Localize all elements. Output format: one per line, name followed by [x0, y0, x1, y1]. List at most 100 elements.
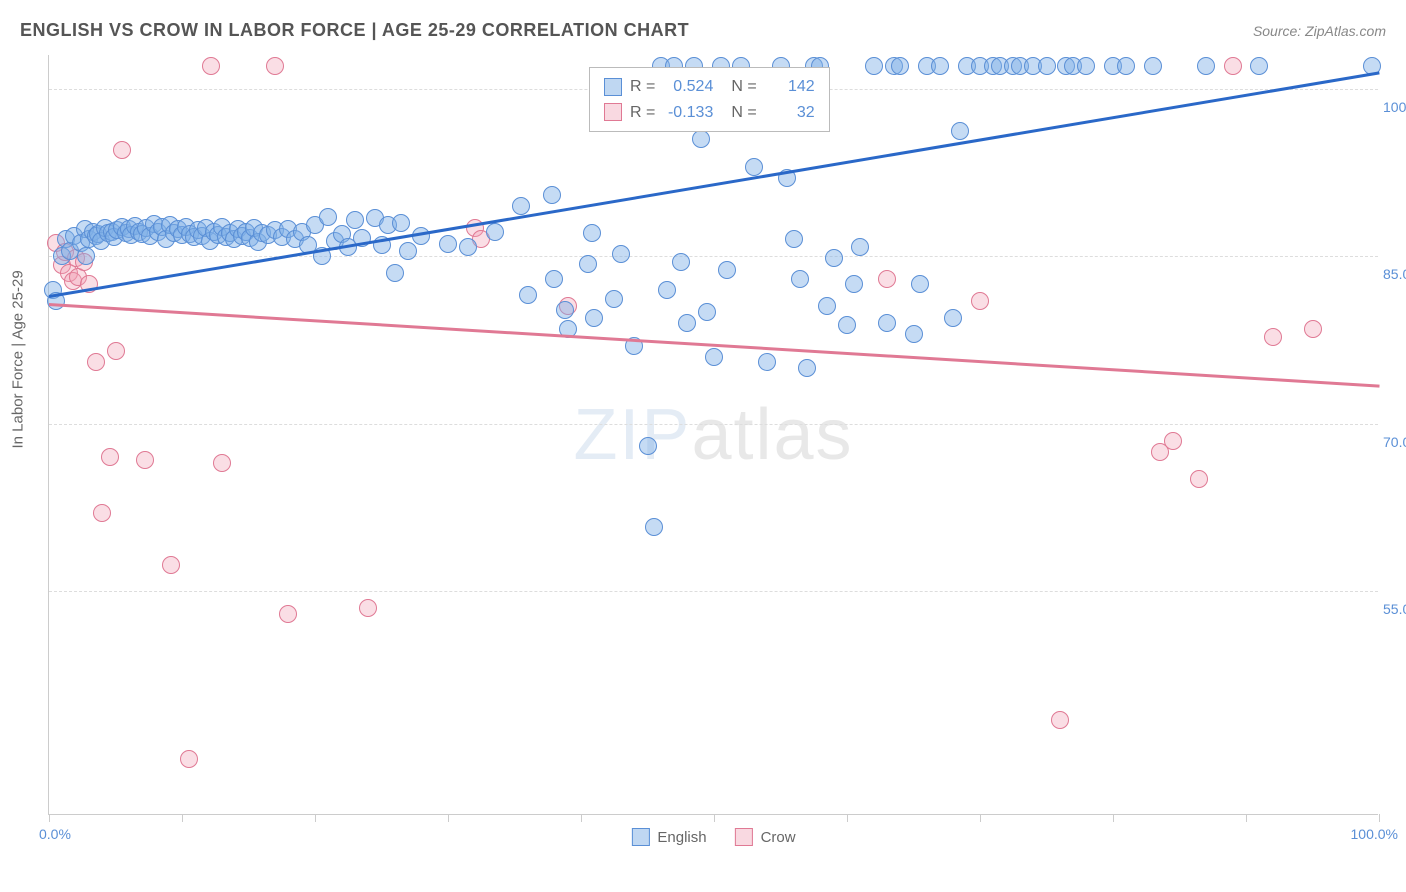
data-point-english: [386, 264, 404, 282]
correlation-legend: R =0.524N =142R =-0.133N =32: [589, 67, 830, 132]
scatter-chart: ZIPatlas 55.0%70.0%85.0%100.0%0.0%100.0%…: [48, 55, 1378, 815]
x-tick-mark: [49, 814, 50, 822]
data-point-english: [579, 255, 597, 273]
data-point-english: [718, 261, 736, 279]
y-tick-label: 85.0%: [1383, 266, 1406, 282]
data-point-english: [951, 122, 969, 140]
legend-label: Crow: [761, 829, 796, 846]
r-value: 0.524: [663, 74, 713, 100]
legend-item-crow: Crow: [735, 828, 796, 846]
data-point-english: [944, 309, 962, 327]
data-point-crow: [971, 292, 989, 310]
x-tick-mark: [1379, 814, 1380, 822]
data-point-english: [878, 314, 896, 332]
x-tick-mark: [980, 814, 981, 822]
n-label: N =: [731, 74, 756, 100]
data-point-english: [672, 253, 690, 271]
data-point-english: [798, 359, 816, 377]
legend-swatch-english: [631, 828, 649, 846]
data-point-english: [639, 437, 657, 455]
x-tick-mark: [714, 814, 715, 822]
data-point-english: [519, 286, 537, 304]
data-point-crow: [359, 599, 377, 617]
data-point-english: [77, 247, 95, 265]
x-tick-mark: [448, 814, 449, 822]
data-point-crow: [266, 57, 284, 75]
data-point-english: [1144, 57, 1162, 75]
y-tick-label: 70.0%: [1383, 434, 1406, 450]
n-label: N =: [731, 100, 756, 126]
data-point-english: [319, 208, 337, 226]
legend-item-english: English: [631, 828, 706, 846]
data-point-english: [785, 230, 803, 248]
data-point-english: [486, 223, 504, 241]
data-point-english: [1077, 57, 1095, 75]
data-point-english: [678, 314, 696, 332]
data-point-english: [392, 214, 410, 232]
data-point-english: [512, 197, 530, 215]
data-point-english: [439, 235, 457, 253]
data-point-english: [845, 275, 863, 293]
data-point-crow: [162, 556, 180, 574]
data-point-english: [645, 518, 663, 536]
data-point-crow: [1051, 711, 1069, 729]
data-point-crow: [101, 448, 119, 466]
legend-row-crow: R = -0.133 N = 32: [604, 100, 815, 126]
x-tick-mark: [182, 814, 183, 822]
r-value: -0.133: [663, 100, 713, 126]
chart-header: ENGLISH VS CROW IN LABOR FORCE | AGE 25-…: [20, 20, 1386, 41]
data-point-english: [692, 130, 710, 148]
data-point-english: [346, 211, 364, 229]
data-point-crow: [1164, 432, 1182, 450]
data-point-english: [851, 238, 869, 256]
data-point-english: [865, 57, 883, 75]
data-point-english: [825, 249, 843, 267]
r-label: R =: [630, 100, 655, 126]
legend-label: English: [657, 829, 706, 846]
x-tick-mark: [315, 814, 316, 822]
data-point-crow: [113, 141, 131, 159]
data-point-crow: [878, 270, 896, 288]
data-point-english: [818, 297, 836, 315]
gridline-horizontal: [49, 424, 1378, 425]
data-point-crow: [1264, 328, 1282, 346]
data-point-english: [1197, 57, 1215, 75]
data-point-english: [605, 290, 623, 308]
data-point-crow: [180, 750, 198, 768]
data-point-english: [705, 348, 723, 366]
data-point-english: [698, 303, 716, 321]
data-point-english: [583, 224, 601, 242]
series-legend: English Crow: [631, 828, 795, 846]
data-point-crow: [279, 605, 297, 623]
legend-swatch-crow: [604, 103, 622, 121]
n-value: 32: [765, 100, 815, 126]
data-point-english: [905, 325, 923, 343]
legend-swatch-crow: [735, 828, 753, 846]
x-tick-mark: [847, 814, 848, 822]
data-point-english: [745, 158, 763, 176]
data-point-crow: [1304, 320, 1322, 338]
legend-row-english: R =0.524N =142: [604, 74, 815, 100]
x-tick-label: 0.0%: [39, 826, 71, 842]
data-point-english: [612, 245, 630, 263]
data-point-english: [459, 238, 477, 256]
data-point-crow: [1190, 470, 1208, 488]
x-tick-mark: [581, 814, 582, 822]
chart-title: ENGLISH VS CROW IN LABOR FORCE | AGE 25-…: [20, 20, 689, 41]
data-point-english: [556, 301, 574, 319]
data-point-english: [791, 270, 809, 288]
watermark-text: ZIPatlas: [573, 394, 853, 476]
legend-swatch-english: [604, 78, 622, 96]
data-point-english: [399, 242, 417, 260]
gridline-horizontal: [49, 591, 1378, 592]
data-point-english: [412, 227, 430, 245]
x-tick-mark: [1113, 814, 1114, 822]
data-point-crow: [1224, 57, 1242, 75]
data-point-english: [1038, 57, 1056, 75]
data-point-english: [838, 316, 856, 334]
x-tick-mark: [1246, 814, 1247, 822]
data-point-english: [891, 57, 909, 75]
r-label: R =: [630, 74, 655, 100]
data-point-english: [758, 353, 776, 371]
gridline-horizontal: [49, 256, 1378, 257]
